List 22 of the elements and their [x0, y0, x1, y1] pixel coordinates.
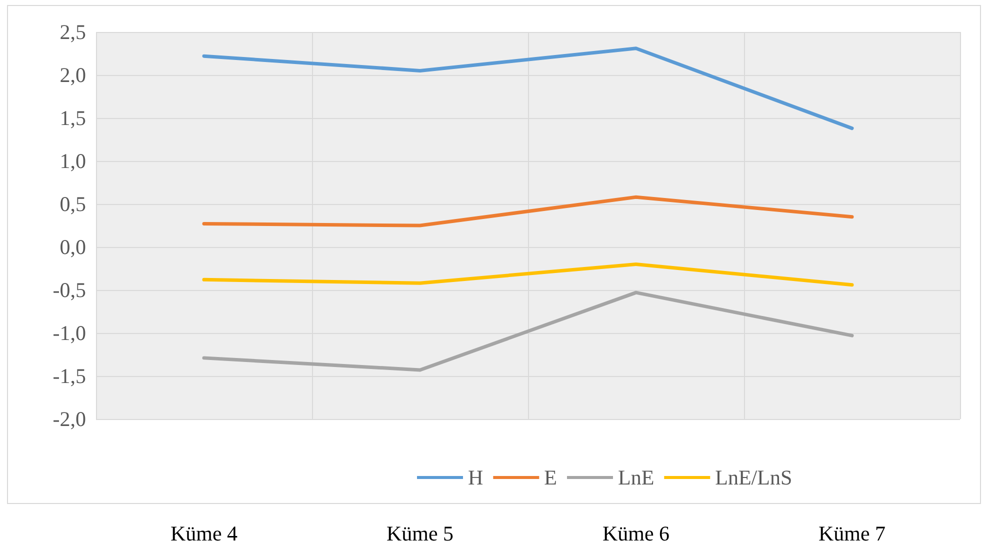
- y-tick-label: -1,0: [52, 321, 86, 345]
- legend-label: LnE/LnS: [715, 466, 792, 490]
- line-series: [202, 195, 854, 228]
- line-series: [202, 290, 854, 372]
- y-tick-label: 1,0: [60, 149, 86, 173]
- y-tick-label: -0,5: [52, 278, 86, 302]
- y-tick-label: 0,0: [60, 235, 86, 259]
- y-tick-label: -2,0: [52, 407, 86, 431]
- line-series: [202, 262, 854, 287]
- y-tick-label: 2,0: [60, 63, 86, 87]
- x-tick-label: Küme 4: [170, 522, 238, 546]
- y-tick-label: 1,5: [60, 106, 86, 130]
- legend-label: LnE: [618, 466, 654, 490]
- x-tick-label: Küme 6: [602, 522, 670, 546]
- x-tick-label: Küme 5: [386, 522, 454, 546]
- line-series: [202, 46, 854, 130]
- y-tick-label: 2,5: [60, 20, 86, 44]
- x-tick-label: Küme 7: [818, 522, 886, 546]
- legend-label: H: [468, 466, 484, 490]
- legend-label: E: [544, 466, 557, 490]
- y-tick-label: 0,5: [60, 192, 86, 216]
- y-tick-label: -1,5: [52, 364, 86, 388]
